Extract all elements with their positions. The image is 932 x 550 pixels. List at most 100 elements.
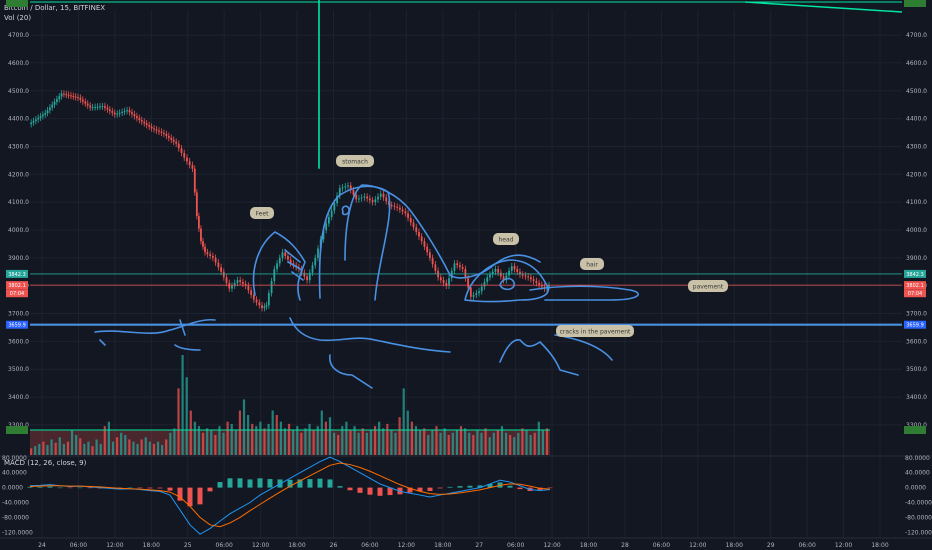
macd-histogram-bar [427,487,433,491]
volume-bar [394,432,397,455]
note-bubble-hair [580,258,604,270]
candle-body [67,94,70,96]
candle-body [308,272,311,281]
candle-body [306,276,308,281]
candle-body [524,275,527,277]
candle-body [273,268,276,282]
candle-body [322,230,325,240]
candle-body [162,132,165,134]
macd-signal-line [29,462,551,528]
candle-body [412,222,415,228]
macd-histogram-bar [367,487,373,495]
candle-body [502,276,505,281]
candle-body [58,96,61,100]
candle-body [426,246,429,253]
volume-bar [378,421,381,455]
macd-histogram-bar [197,487,203,505]
volume-bar [255,426,258,455]
macd-histogram-bar [137,487,143,489]
note-bubble-cracks [556,325,634,337]
candle-body [371,200,374,203]
candle-body [445,282,448,286]
time-axis-bg [0,538,932,550]
time-tick-0: 24 [38,542,46,549]
volume-bar [496,430,499,455]
drawing-navel [341,205,350,216]
macd-histogram-bar [407,487,413,493]
candle-body [270,281,273,294]
price-tag-bg-right-0 [904,269,926,278]
price-tick-right-7: 4000.0 [906,227,927,234]
volume-bar [66,441,70,455]
volume-bar [144,437,147,455]
price-tick-left-6: 4100.0 [8,199,29,206]
volume-bar [398,417,401,455]
volume-bar [214,435,217,455]
candle-body [188,161,191,166]
volume-bar [386,423,389,455]
candle-body [281,252,284,258]
candle-body [214,257,217,263]
macd-histogram-bar [167,487,173,491]
candle-body [39,116,42,118]
volume-bar [271,410,274,455]
time-tick-14: 12:00 [543,542,560,549]
candle-body [284,252,287,256]
candle-body [153,128,155,130]
macd-histogram-bar [307,479,313,488]
volume-bar [279,421,282,455]
volume-bar [431,430,434,455]
trend-line [744,1,903,13]
drawing-eye [499,277,515,291]
volume-bar [169,432,172,455]
candle-body [191,165,194,169]
candle-body [44,113,47,115]
candle-body [344,186,347,188]
price-tag-left-0: 3842.3 [8,272,26,278]
candle-body [265,305,268,307]
candle-body [99,106,101,108]
candle-body [379,193,382,197]
volume-bar [390,430,393,455]
volume-bar [332,432,336,455]
candle-body [143,121,146,124]
candle-body [527,276,530,278]
volume-bar [242,399,246,455]
macd-histogram-bar [447,486,453,488]
annotation-notes: Feet stomach head hair pavement cracks in the… [250,155,728,337]
candle-body [341,187,344,189]
candle-body [469,287,472,297]
candle-body [261,305,263,308]
volume-bar [120,432,123,455]
price-tick-left-2: 4500.0 [8,88,29,95]
volume-bar [353,426,356,455]
volume-bar [488,437,491,455]
volume-bar [345,421,348,455]
price-tag-bg-left-0 [6,269,28,278]
volume-bar [173,428,176,455]
time-tick-7: 18:00 [288,542,305,549]
volume-bar [107,421,110,455]
volume-bar [472,435,475,455]
candle-body [231,285,233,289]
time-tick-21: 06:00 [798,542,815,549]
volume-bar [115,437,119,455]
time-tick-13: 06:00 [507,542,524,549]
candle-body [172,139,175,142]
price-tick-left-12: 3500.0 [8,366,29,373]
edge-marker-vol-right [904,426,926,434]
time-tick-6: 12:00 [252,542,269,549]
volume-bar [287,423,291,455]
candle-body [70,95,72,97]
volume-bar [439,432,442,455]
candle-body [336,195,338,204]
candle-body [209,254,212,256]
candle-body [34,119,37,121]
volume-bar [136,443,139,455]
volume-bar [91,446,94,455]
volume-bar [406,410,409,455]
time-tick-3: 18:00 [143,542,160,549]
volume-bar [95,439,98,455]
macd-histogram-bar [57,487,63,489]
